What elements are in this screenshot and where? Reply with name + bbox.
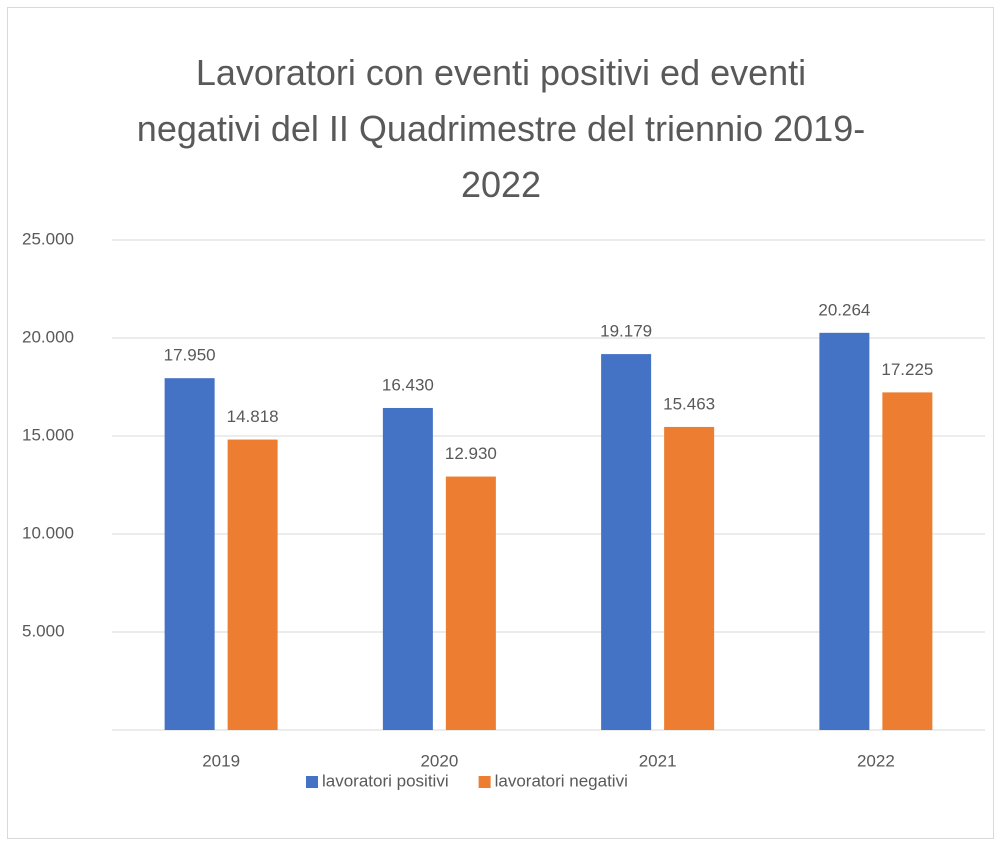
y-tick-label: 15.000: [22, 425, 74, 444]
chart-title: Lavoratori con eventi positivi ed eventi…: [136, 52, 866, 205]
chart-frame: [7, 7, 994, 839]
bar: [164, 378, 215, 730]
y-tick-label: 5.000: [22, 621, 65, 640]
data-label: 17.950: [164, 346, 216, 365]
y-tick-label: 10.000: [22, 523, 74, 542]
x-tick-label: 2020: [420, 751, 458, 770]
bar: [227, 439, 278, 730]
data-label: 19.179: [600, 322, 652, 341]
data-label: 17.225: [881, 360, 933, 379]
x-tick-label: 2021: [639, 751, 677, 770]
data-label: 20.264: [818, 300, 870, 319]
y-tick-label: 25.000: [22, 229, 74, 248]
bar: [882, 392, 933, 730]
data-label: 15.463: [663, 394, 715, 413]
x-tick-label: 2022: [857, 751, 895, 770]
legend-label: lavoratori positivi: [322, 771, 449, 790]
legend-swatch: [478, 776, 491, 788]
bar: [664, 426, 715, 730]
data-label: 14.818: [227, 407, 279, 426]
bar: [382, 407, 433, 730]
data-label: 12.930: [445, 444, 497, 463]
legend-label: lavoratori negativi: [495, 771, 628, 790]
data-label: 16.430: [382, 375, 434, 394]
x-tick-label: 2019: [202, 751, 240, 770]
bar: [601, 354, 652, 730]
legend-swatch: [306, 776, 318, 788]
bar: [445, 476, 496, 730]
y-tick-label: 20.000: [22, 327, 74, 346]
bar: [819, 332, 870, 730]
